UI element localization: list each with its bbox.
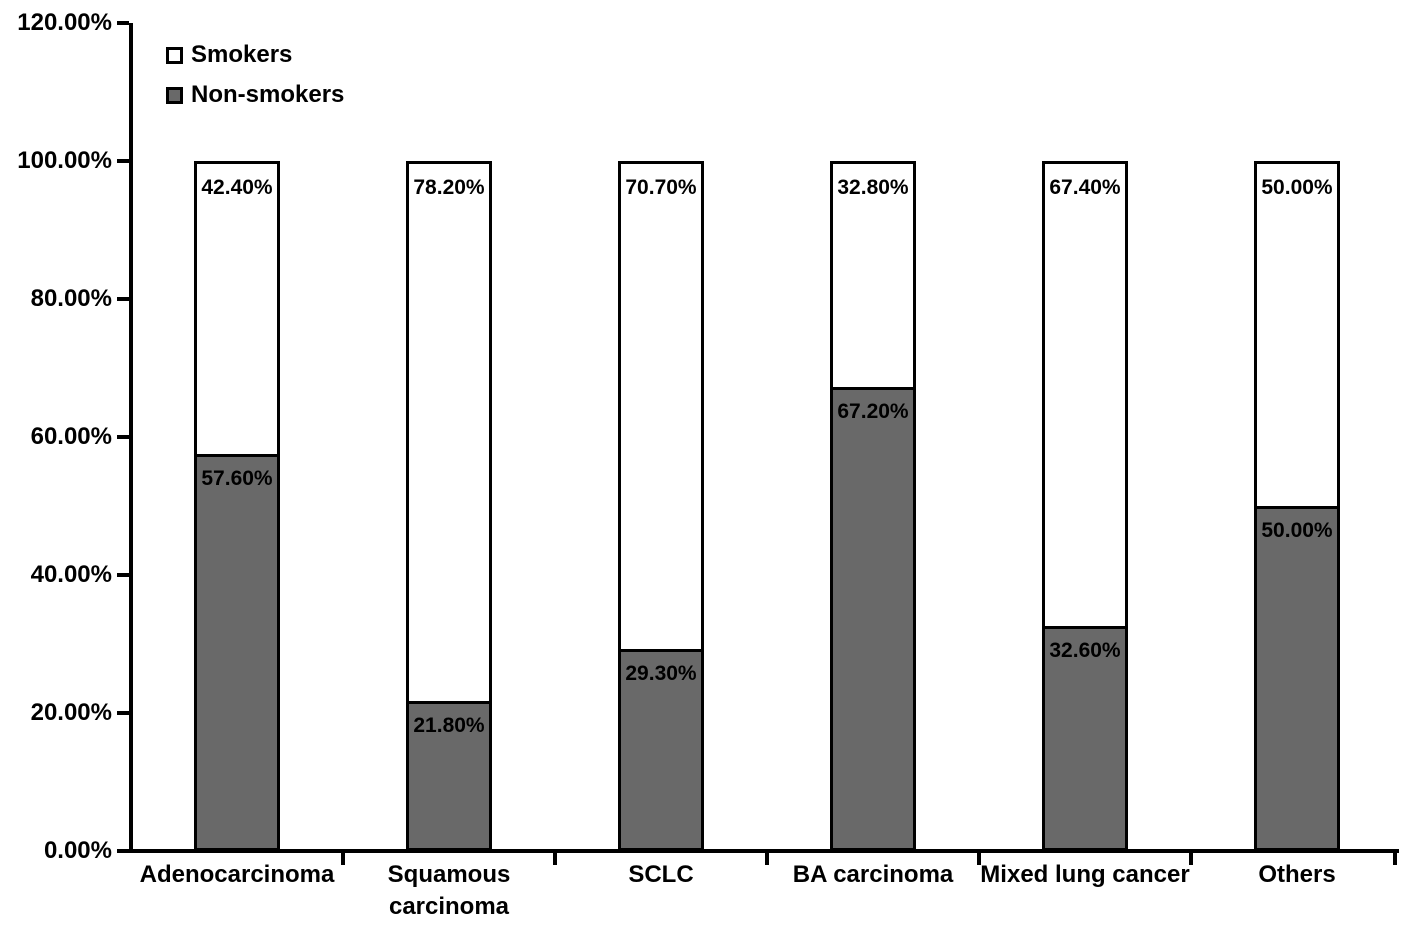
non-smokers-segment bbox=[1257, 506, 1337, 848]
x-axis-tick bbox=[977, 853, 981, 865]
x-tick-label: Mixed lung cancer bbox=[980, 861, 1190, 888]
x-axis-tick bbox=[765, 853, 769, 865]
y-axis-tick bbox=[117, 711, 129, 715]
non-smokers-segment bbox=[1045, 626, 1125, 848]
value-label-non-smokers: 50.00% bbox=[1261, 519, 1333, 542]
non-smokers-segment bbox=[621, 648, 701, 848]
value-label-smokers: 67.40% bbox=[1049, 176, 1121, 199]
x-axis-tick bbox=[1393, 853, 1397, 865]
value-label-smokers: 42.40% bbox=[201, 176, 273, 199]
x-axis-tick bbox=[553, 853, 557, 865]
value-label-smokers: 78.20% bbox=[413, 176, 485, 199]
bar: 32.80% 67.20% bbox=[830, 161, 916, 851]
bar: 70.70% 29.30% bbox=[618, 161, 704, 851]
value-label-non-smokers: 67.20% bbox=[837, 400, 909, 424]
value-label-non-smokers: 32.60% bbox=[1049, 639, 1121, 663]
legend-item-smokers: Smokers bbox=[166, 42, 344, 68]
x-tick-label: Others bbox=[1258, 861, 1336, 888]
value-label-smokers: 70.70% bbox=[625, 176, 697, 199]
bar: 78.20% 21.80% bbox=[406, 161, 492, 851]
x-axis-line bbox=[129, 849, 1399, 853]
legend: Smokers Non-smokers bbox=[166, 42, 344, 122]
value-label-non-smokers: 57.60% bbox=[201, 466, 273, 490]
value-label-smokers: 50.00% bbox=[1261, 176, 1333, 199]
non-smokers-segment bbox=[409, 700, 489, 848]
smokers-swatch-icon bbox=[166, 46, 183, 64]
bar: 67.40% 32.60% bbox=[1042, 161, 1128, 851]
y-tick-label: 60.00% bbox=[30, 423, 112, 450]
y-tick-label: 40.00% bbox=[30, 561, 112, 588]
y-tick-label: 20.00% bbox=[30, 699, 112, 726]
y-axis-line bbox=[129, 23, 133, 853]
legend-item-non-smokers: Non-smokers bbox=[166, 82, 344, 108]
y-tick-label: 80.00% bbox=[30, 285, 112, 312]
value-label-smokers: 32.80% bbox=[837, 176, 909, 199]
non-smokers-swatch-icon bbox=[166, 86, 183, 104]
y-axis-tick bbox=[117, 297, 129, 301]
y-axis-tick bbox=[117, 435, 129, 439]
y-tick-label: 120.00% bbox=[17, 9, 112, 36]
x-axis-tick bbox=[1189, 853, 1193, 865]
y-axis-tick bbox=[117, 573, 129, 577]
y-axis-tick bbox=[117, 159, 129, 163]
non-smokers-segment bbox=[197, 453, 277, 848]
legend-label-smokers: Smokers bbox=[191, 41, 293, 68]
x-tick-label: Adenocarcinoma bbox=[139, 861, 335, 888]
y-axis-tick bbox=[117, 21, 129, 25]
non-smokers-segment bbox=[833, 387, 913, 848]
value-label-non-smokers: 29.30% bbox=[625, 661, 697, 685]
bar: 42.40% 57.60% bbox=[194, 161, 280, 851]
y-axis-tick bbox=[117, 849, 129, 853]
x-axis-tick bbox=[341, 853, 345, 865]
x-tick-label: BA carcinoma bbox=[792, 861, 954, 888]
y-tick-label: 100.00% bbox=[17, 147, 112, 174]
legend-label-non-smokers: Non-smokers bbox=[191, 81, 345, 108]
bar: 50.00% 50.00% bbox=[1254, 161, 1340, 851]
x-tick-label: Squamous carcinoma bbox=[387, 861, 511, 920]
value-label-non-smokers: 21.80% bbox=[413, 713, 485, 737]
x-tick-label: SCLC bbox=[628, 861, 694, 888]
y-tick-label: 0.00% bbox=[43, 837, 112, 864]
